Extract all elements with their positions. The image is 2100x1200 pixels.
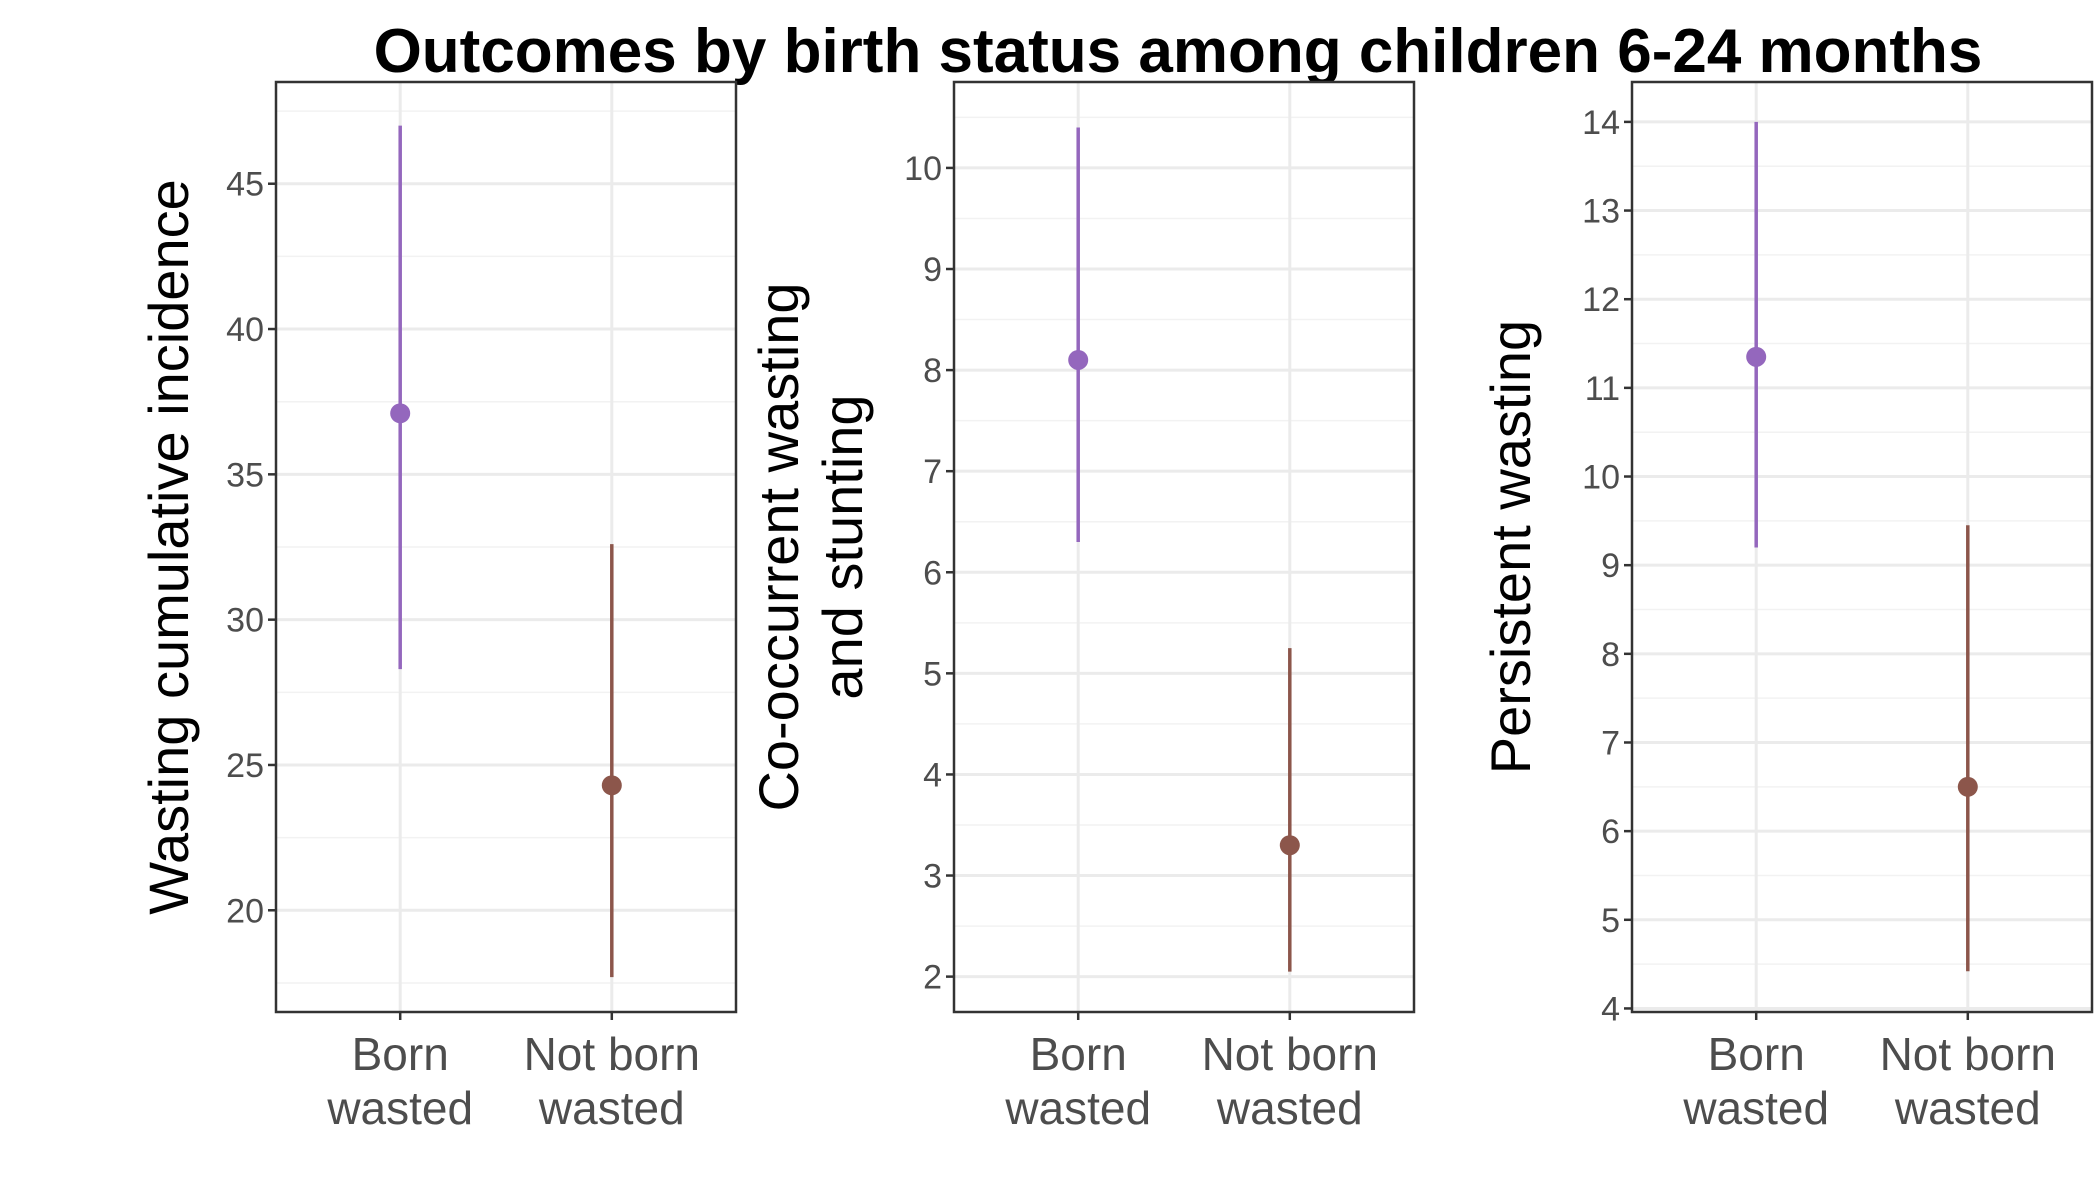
y-axis-title-line: Wasting cumulative incidence [137, 179, 200, 915]
x-tick-label-line: wasted [1682, 1082, 1829, 1134]
y-tick-label: 20 [226, 892, 264, 930]
y-tick-label: 6 [923, 554, 942, 592]
x-tick-label: Born wasted [326, 1028, 473, 1134]
x-tick-label-line: Born [1708, 1028, 1805, 1080]
y-tick-label: 10 [1582, 459, 1620, 497]
y-tick-label: 9 [1601, 547, 1620, 585]
panel-background [1632, 82, 2092, 1012]
y-axis-title-line: and stunting [811, 394, 874, 699]
x-tick-label: Born wasted [1682, 1028, 1829, 1134]
x-tick-label-line: Born [352, 1028, 449, 1080]
x-tick-label-line: wasted [326, 1082, 473, 1134]
panel-border [274, 80, 738, 1014]
y-tick-label: 25 [226, 747, 264, 785]
y-tick-label: 7 [923, 453, 942, 491]
x-tick-label-line: wasted [538, 1082, 685, 1134]
x-tick-label: Born wasted [1004, 1028, 1151, 1134]
y-tick-label: 8 [1601, 636, 1620, 674]
estimate-point [601, 775, 622, 796]
x-tick-label-line: Not born [524, 1028, 700, 1080]
y-tick-label: 5 [923, 655, 942, 693]
y-tick-label: 9 [923, 251, 942, 289]
y-tick-label: 4 [1601, 990, 1620, 1028]
y-tick-label: 14 [1582, 104, 1620, 142]
chart-title: Outcomes by birth status among children … [374, 17, 1983, 86]
estimate-point [1746, 346, 1767, 367]
y-tick-label: 3 [923, 858, 942, 896]
x-tick-label-line: wasted [1004, 1082, 1151, 1134]
panel-background [954, 82, 1414, 1012]
y-tick-label: 11 [1585, 370, 1620, 408]
estimate-point [1068, 349, 1089, 370]
x-tick-label-line: Not born [1202, 1028, 1378, 1080]
y-tick-label: 40 [226, 311, 264, 349]
x-tick-label-line: wasted [1216, 1082, 1363, 1134]
panel-border [952, 80, 1416, 1014]
y-tick-label: 7 [1601, 724, 1620, 762]
y-axis-title-line: Co-occurrent wasting [747, 282, 810, 811]
y-tick-label: 45 [226, 166, 264, 204]
x-tick-label-line: Born [1030, 1028, 1127, 1080]
y-axis-title: Wasting cumulative incidence [137, 179, 200, 915]
y-tick-label: 8 [923, 352, 942, 390]
y-tick-label: 35 [226, 456, 264, 494]
x-tick-label: Not born wasted [524, 1028, 700, 1134]
y-tick-label: 12 [1582, 281, 1620, 319]
y-axis-title-line: Persistent wasting [1479, 320, 1542, 774]
y-tick-label: 10 [904, 150, 942, 188]
x-tick-label-line: Not born [1880, 1028, 2056, 1080]
panel-border [1630, 80, 2094, 1014]
estimate-point [1279, 835, 1300, 856]
y-tick-label: 13 [1582, 193, 1620, 231]
y-axis-title: Co-occurrent wastingand stunting [747, 282, 874, 811]
y-tick-label: 5 [1601, 902, 1620, 940]
y-tick-label: 6 [1601, 813, 1620, 851]
y-tick-label: 4 [923, 756, 942, 794]
estimate-point [1957, 776, 1978, 797]
y-tick-label: 30 [226, 602, 264, 640]
x-tick-label: Not born wasted [1880, 1028, 2056, 1134]
x-tick-label-line: wasted [1894, 1082, 2041, 1134]
y-axis-title: Persistent wasting [1479, 320, 1542, 774]
estimate-point [390, 403, 411, 424]
x-tick-label: Not born wasted [1202, 1028, 1378, 1134]
y-tick-label: 2 [923, 959, 942, 997]
